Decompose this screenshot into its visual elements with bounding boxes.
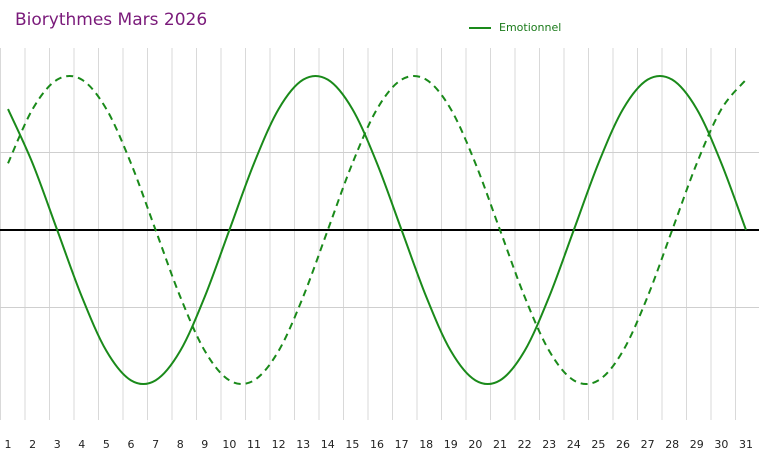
- x-tick-label: 10: [222, 438, 236, 451]
- x-tick-label: 25: [591, 438, 605, 451]
- x-tick-label: 8: [177, 438, 184, 451]
- x-tick-label: 15: [345, 438, 359, 451]
- x-tick-label: 1: [5, 438, 12, 451]
- x-tick-label: 9: [201, 438, 208, 451]
- x-tick-label: 13: [296, 438, 310, 451]
- x-tick-label: 27: [641, 438, 655, 451]
- x-tick-label: 4: [78, 438, 85, 451]
- x-tick-label: 16: [370, 438, 384, 451]
- x-tick-label: 3: [54, 438, 61, 451]
- x-tick-label: 22: [518, 438, 532, 451]
- x-tick-label: 17: [395, 438, 409, 451]
- legend: Emotionnel: [469, 21, 561, 34]
- chart-title: Biorythmes Mars 2026: [15, 10, 208, 30]
- x-tick-label: 30: [714, 438, 728, 451]
- x-tick-label: 18: [419, 438, 433, 451]
- series-line-solid: [7, 74, 747, 386]
- x-tick-label: 28: [665, 438, 679, 451]
- x-tick-label: 14: [321, 438, 335, 451]
- x-tick-label: 2: [29, 438, 36, 451]
- legend-swatch-emotionnel: [469, 26, 491, 29]
- x-tick-label: 31: [739, 438, 753, 451]
- x-tick-label: 21: [493, 438, 507, 451]
- x-tick-label: 20: [468, 438, 482, 451]
- x-tick-label: 5: [103, 438, 110, 451]
- x-tick-label: 11: [247, 438, 261, 451]
- x-tick-label: 29: [690, 438, 704, 451]
- x-tick-label: 23: [542, 438, 556, 451]
- x-tick-label: 19: [444, 438, 458, 451]
- legend-label-emotionnel: Emotionnel: [499, 21, 562, 34]
- x-tick-label: 24: [567, 438, 581, 451]
- x-tick-label: 6: [128, 438, 135, 451]
- x-tick-label: 12: [272, 438, 286, 451]
- x-tick-label: 26: [616, 438, 630, 451]
- x-tick-label: 7: [152, 438, 159, 451]
